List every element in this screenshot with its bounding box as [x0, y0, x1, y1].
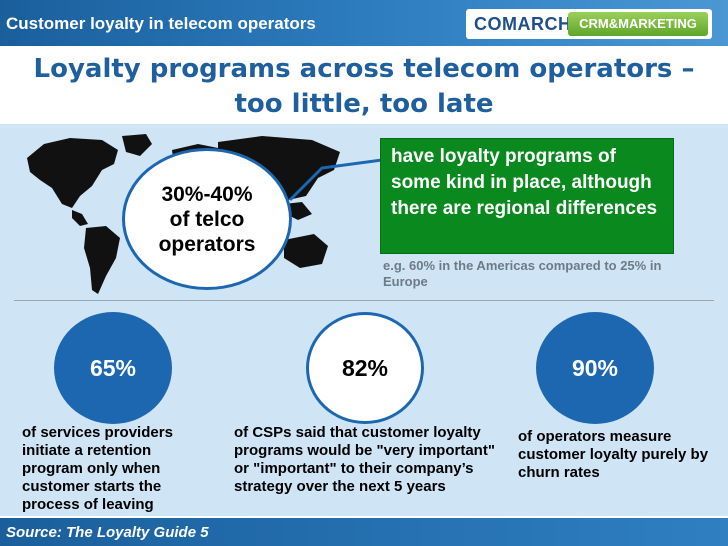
stat-text-82: of CSPs said that customer loyalty progr…: [234, 424, 495, 495]
main-stat-circle: 30%-40% of telco operators: [122, 148, 292, 290]
stat-circle-82: 82%: [306, 312, 424, 424]
logo-brand: COMARCH: [474, 14, 572, 34]
footer-bar: Source: The Loyalty Guide 5: [0, 518, 728, 546]
source-citation: Source: The Loyalty Guide 5: [6, 524, 209, 541]
stat-circle-65: 65%: [54, 312, 172, 424]
stat-text-65: of services providers initiate a retenti…: [22, 424, 173, 513]
callout-box: have loyalty programs of some kind in pl…: [380, 138, 674, 254]
main-stat-line-3: operators: [158, 232, 256, 256]
comarch-logo: COMARCH CRM&MARKETING: [466, 9, 712, 39]
stat-value-90: 90%: [571, 354, 619, 381]
section-divider: [14, 300, 714, 301]
main-stat-value: 30%-40%: [161, 182, 253, 206]
page-title: Loyalty programs across telecom operator…: [33, 54, 695, 119]
stat-value-65: 65%: [89, 354, 137, 381]
stat-text-90: of operators measure customer loyalty pu…: [518, 428, 709, 481]
regional-note: e.g. 60% in the Americas compared to 25%…: [383, 258, 662, 289]
main-stat-line-2: of telco: [169, 207, 245, 231]
stat-circle-90: 90%: [536, 312, 654, 424]
top-bar: Customer loyalty in telecom operators CO…: [0, 0, 728, 46]
slide-section-title: Customer loyalty in telecom operators: [6, 14, 316, 33]
logo-product: CRM&MARKETING: [568, 12, 708, 36]
stat-value-82: 82%: [341, 354, 389, 381]
